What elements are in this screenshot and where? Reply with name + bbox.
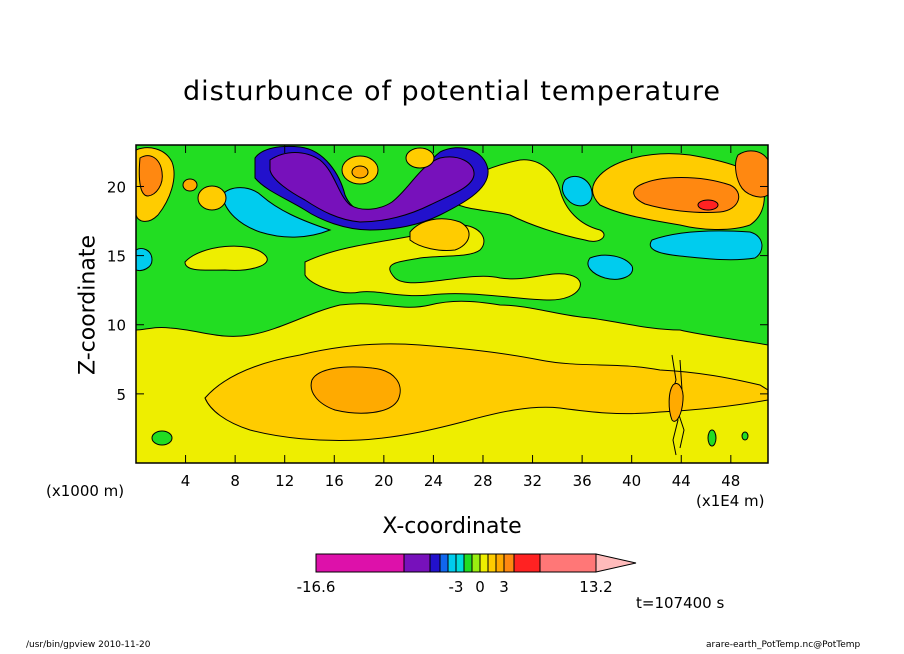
orange-spot-top-a xyxy=(351,165,369,179)
green-spot-low-far xyxy=(741,431,749,441)
colorbar-label: 0 xyxy=(475,578,485,596)
cyan-left-edge xyxy=(136,247,153,271)
contour-field xyxy=(136,145,768,463)
colorbar-label: -3 xyxy=(449,578,464,596)
colorbar-arrow xyxy=(595,553,637,573)
warm-spot-left xyxy=(197,185,227,211)
chart-title: disturbunce of potential temperature xyxy=(183,76,721,107)
x-tick-label: 4 xyxy=(181,472,191,490)
colorbar-segment xyxy=(447,553,457,573)
x-unit-label-left: (x1000 m) xyxy=(46,482,125,500)
purple-trough-core xyxy=(269,152,475,223)
x-tick-label: 32 xyxy=(523,472,542,490)
colorbar: -16.6 -3 0 3 13.2 xyxy=(297,553,637,596)
time-label: t=107400 s xyxy=(636,594,725,612)
colorbar-segment xyxy=(539,553,597,573)
cyan-patch-far-right xyxy=(587,254,634,280)
cyan-patch-small xyxy=(561,176,593,207)
colorbar-segment xyxy=(403,553,431,573)
x-axis-ticks: 4 8 12 16 20 24 28 32 36 40 44 48 xyxy=(181,145,740,490)
x-tick-label: 28 xyxy=(473,472,492,490)
x-tick-label: 24 xyxy=(424,472,443,490)
y-axis-ticks: 5 10 15 20 xyxy=(107,178,768,404)
cyan-rim-left xyxy=(221,187,332,238)
y-tick-label: 15 xyxy=(107,248,126,266)
warm-spot-top-b xyxy=(405,147,435,169)
colorbar-segment xyxy=(495,553,505,573)
red-left-edge xyxy=(138,155,163,197)
orange-spot-left xyxy=(182,178,198,192)
y-axis-label: Z-coordinate xyxy=(75,235,101,375)
x-tick-label: 48 xyxy=(721,472,740,490)
y-tick-label: 20 xyxy=(107,178,126,196)
colorbar-segment xyxy=(315,553,405,573)
colorbar-segment xyxy=(471,553,481,573)
y-tick-label: 10 xyxy=(107,317,126,335)
cyan-patch-right xyxy=(649,230,763,261)
colorbar-label: 3 xyxy=(499,578,509,596)
orange-core xyxy=(310,366,401,414)
green-spot-low-left xyxy=(151,430,173,446)
orange-blob-upper xyxy=(409,218,470,251)
footer-right: arare-earth_PotTemp.nc@PotTemp xyxy=(706,640,861,650)
colorbar-segment xyxy=(455,553,465,573)
red-spot-right xyxy=(697,199,719,211)
colorbar-label: -16.6 xyxy=(297,578,336,596)
colorbar-segment xyxy=(513,553,541,573)
colorbar-segment xyxy=(463,553,473,573)
colorbar-segment xyxy=(479,553,489,573)
colorbar-segment xyxy=(503,553,515,573)
red-right-edge xyxy=(735,150,768,198)
y-tick-label: 5 xyxy=(116,386,126,404)
x-tick-label: 44 xyxy=(672,472,691,490)
footer-left: /usr/bin/gpview 2010-11-20 xyxy=(26,640,151,650)
x-tick-label: 16 xyxy=(325,472,344,490)
x-tick-label: 12 xyxy=(275,472,294,490)
colorbar-label: 13.2 xyxy=(579,578,612,596)
colorbar-segment xyxy=(439,553,449,573)
yellow-patch-left xyxy=(184,245,268,271)
x-axis-label: X-coordinate xyxy=(382,514,522,539)
green-spot-low-right xyxy=(707,429,717,447)
disturbance-orange xyxy=(668,383,684,422)
plot-frame xyxy=(135,144,769,464)
colorbar-segment xyxy=(487,553,497,573)
x-tick-label: 40 xyxy=(622,472,641,490)
x-unit-label-right: (x1E4 m) xyxy=(696,492,765,510)
x-tick-label: 8 xyxy=(230,472,240,490)
yellow-tongue-upper xyxy=(449,159,605,242)
colorbar-segment xyxy=(429,553,441,573)
x-tick-label: 20 xyxy=(374,472,393,490)
x-tick-label: 36 xyxy=(573,472,592,490)
